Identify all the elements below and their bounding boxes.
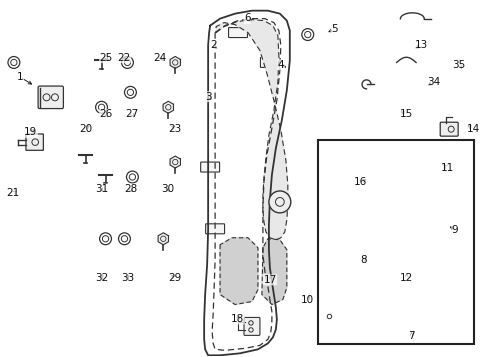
Text: 9: 9	[451, 225, 457, 235]
Text: 33: 33	[121, 273, 134, 283]
Text: 31: 31	[94, 184, 108, 194]
Text: 22: 22	[117, 52, 131, 62]
Text: 23: 23	[168, 124, 181, 134]
Text: 32: 32	[94, 273, 108, 283]
FancyBboxPatch shape	[439, 122, 457, 136]
Polygon shape	[261, 239, 286, 305]
Text: 6: 6	[243, 14, 250, 24]
Polygon shape	[170, 56, 180, 69]
Polygon shape	[158, 233, 168, 245]
Text: 26: 26	[99, 110, 113, 120]
Text: 13: 13	[414, 40, 427, 50]
Text: 2: 2	[210, 40, 216, 50]
Circle shape	[268, 191, 290, 213]
Text: 7: 7	[408, 331, 414, 341]
Text: 35: 35	[452, 60, 465, 70]
Text: 14: 14	[466, 124, 479, 134]
Text: 3: 3	[205, 92, 212, 102]
Polygon shape	[163, 101, 173, 113]
Polygon shape	[216, 20, 287, 240]
Text: 19: 19	[24, 127, 37, 137]
FancyBboxPatch shape	[324, 312, 340, 321]
Text: 16: 16	[353, 177, 367, 187]
Polygon shape	[170, 156, 180, 168]
Polygon shape	[220, 238, 257, 305]
FancyBboxPatch shape	[38, 86, 63, 109]
Text: 20: 20	[79, 124, 92, 134]
Text: 29: 29	[168, 273, 181, 283]
Text: 30: 30	[161, 184, 174, 194]
FancyBboxPatch shape	[26, 134, 43, 150]
FancyBboxPatch shape	[438, 190, 455, 204]
FancyBboxPatch shape	[243, 317, 259, 335]
Text: 10: 10	[301, 295, 314, 305]
Text: 34: 34	[426, 77, 439, 87]
Text: 8: 8	[359, 255, 366, 265]
Text: 11: 11	[440, 163, 454, 173]
Text: 15: 15	[399, 110, 412, 120]
FancyBboxPatch shape	[205, 224, 224, 234]
Text: 21: 21	[6, 188, 20, 198]
Text: 27: 27	[125, 110, 139, 120]
Text: 24: 24	[153, 52, 166, 62]
FancyBboxPatch shape	[260, 57, 279, 67]
Text: 17: 17	[263, 275, 276, 285]
Text: 28: 28	[123, 184, 137, 194]
Text: 18: 18	[230, 314, 244, 324]
Text: 12: 12	[399, 273, 412, 283]
Text: 4: 4	[277, 60, 284, 70]
FancyBboxPatch shape	[228, 27, 247, 37]
FancyBboxPatch shape	[200, 162, 219, 172]
Bar	[317, 140, 473, 345]
Text: 25: 25	[99, 52, 113, 62]
Text: 1: 1	[17, 72, 24, 82]
Text: 5: 5	[330, 24, 337, 34]
